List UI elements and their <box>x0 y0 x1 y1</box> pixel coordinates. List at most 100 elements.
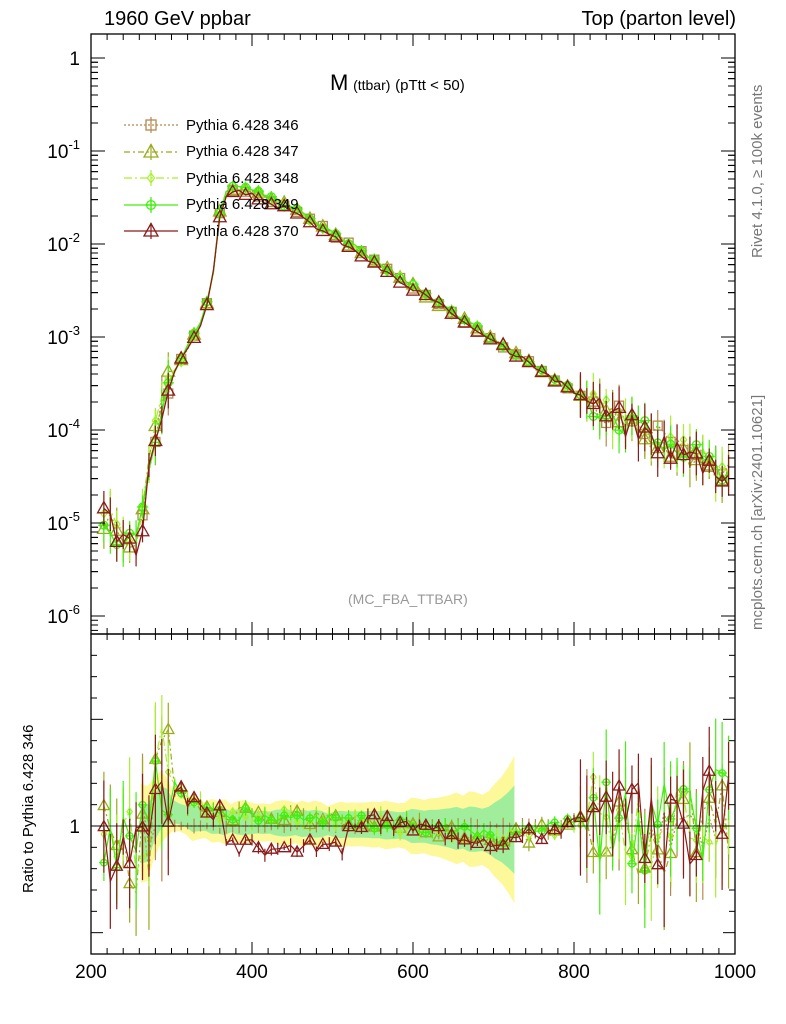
ratio-series-4-point <box>382 820 393 831</box>
ratio-series-3-point <box>332 820 340 830</box>
series-5-point <box>263 196 279 210</box>
series-5-point <box>341 238 357 253</box>
series-5-point <box>276 198 292 212</box>
series-5-point <box>379 263 395 277</box>
series-5-point <box>534 363 550 377</box>
x-tick-label: 1000 <box>714 962 756 983</box>
ratio-series-2-point <box>522 835 536 848</box>
ratio-series-4-point <box>627 858 637 869</box>
ratio-series-5-point <box>316 837 330 849</box>
series-5-point <box>328 228 344 242</box>
main-plot-series <box>96 180 730 567</box>
ratio-series-5-point <box>457 832 472 845</box>
legend-label: Pythia 6.428 349 <box>186 196 299 214</box>
series-5-point <box>418 286 434 301</box>
ratio-series-4-point <box>266 815 277 825</box>
ratio-series-4-point <box>356 810 367 821</box>
x-tick-label: 600 <box>397 962 429 983</box>
series-5-point <box>238 186 253 200</box>
ratio-series-5-point <box>354 820 369 833</box>
tick-exponent: -1 <box>68 137 80 152</box>
x-tick-label: 400 <box>236 962 268 983</box>
legend-label: Pythia 6.428 370 <box>186 222 299 240</box>
ratio-series-5-point <box>393 815 407 828</box>
ratio-series-4-point <box>717 768 727 778</box>
ratio-series-5-point <box>573 810 588 823</box>
header-right: Top (parton level) <box>581 8 736 30</box>
plot-title-main: M <box>330 70 349 95</box>
series-5-point <box>147 432 163 447</box>
series-3-point <box>421 290 430 302</box>
ratio-series-4-point <box>485 830 496 840</box>
ratio-series-2-point <box>586 845 601 858</box>
ratio-series-5-point <box>638 851 652 864</box>
ratio-series-5-point <box>277 840 291 853</box>
ratio-series-3-point <box>306 816 314 826</box>
series-5-point <box>624 407 640 421</box>
legend-swatch-marker <box>145 119 157 131</box>
legend-swatch-marker <box>146 172 156 185</box>
series-5-point <box>573 386 588 401</box>
ratio-series-5-point <box>200 805 214 818</box>
legend-swatch-marker <box>142 142 160 158</box>
ratio-series-5-point <box>238 832 253 845</box>
series-5-point <box>315 222 331 237</box>
ratio-series-5-point <box>329 834 343 847</box>
series-5-point <box>469 323 485 337</box>
tick-base: 10 <box>47 142 68 163</box>
tick-base: 10 <box>47 514 68 535</box>
ratio-series-3-point <box>448 834 456 844</box>
ratio-y-axis-label: Ratio to Pythia 6.428 346 <box>20 724 37 893</box>
ratio-series-5-point <box>367 807 382 820</box>
ratio-series-5-point <box>264 841 279 854</box>
ratio-series-2-point <box>161 722 175 735</box>
ratio-series-5-point <box>251 840 266 853</box>
tick-base: 10 <box>47 421 68 442</box>
ratio-series-5-point <box>225 832 240 845</box>
ratio-series-5-point <box>535 832 549 845</box>
ratio-series-5-point <box>174 779 188 792</box>
series-5-point <box>135 523 150 537</box>
ratio-series-5-point <box>148 782 163 795</box>
legend-label: Pythia 6.428 348 <box>186 169 299 187</box>
series-5-point <box>444 305 460 319</box>
legend: Pythia 6.428 346 Pythia 6.428 347 Pythia 6… <box>120 112 299 245</box>
ratio-series-5-point <box>689 848 704 861</box>
series-5-point <box>482 331 498 345</box>
ratio-series-5-point <box>560 815 575 828</box>
legend-item-2: Pythia 6.428 347 <box>120 139 299 166</box>
legend-label: Pythia 6.428 346 <box>186 116 299 134</box>
series-5-point <box>701 452 717 466</box>
ratio-series-5-point <box>651 857 665 870</box>
series-5-point <box>714 473 730 487</box>
main-y-tick-label: 10-5 <box>47 509 80 535</box>
series-5-point <box>251 191 266 205</box>
ratio-series-5-point <box>496 837 510 850</box>
series-5-point <box>96 500 112 514</box>
ratio-series-5-point <box>522 821 536 834</box>
legend-item-3: Pythia 6.428 348 <box>120 165 299 192</box>
legend-swatch-2 <box>124 142 178 160</box>
ratio-band-green <box>140 785 515 874</box>
ratio-series-5 <box>97 726 730 929</box>
ratio-series-4-point <box>330 812 341 823</box>
series-5-point <box>688 445 704 459</box>
legend-swatch-3 <box>124 170 178 187</box>
plot-title: M (ttbar) (pTtt < 50) <box>330 70 465 96</box>
series-5-point <box>457 314 472 328</box>
ratio-series-4-point <box>369 823 380 834</box>
ratio-series-5-point <box>110 858 124 871</box>
ratio-series-5-point <box>509 830 523 843</box>
ratio-series-4-point <box>305 813 315 823</box>
ratio-series-5-point <box>702 763 716 776</box>
series-3-point <box>177 357 186 368</box>
legend-swatch-marker <box>144 198 158 212</box>
series-4-point <box>497 340 509 353</box>
ratio-series-5-point <box>122 856 137 869</box>
series-5-point <box>366 254 382 268</box>
ratio-series-5-point <box>213 798 227 811</box>
series-4-point <box>136 501 149 513</box>
series-4-point <box>291 203 303 215</box>
ratio-y-tick-label: 1 <box>69 817 80 838</box>
legend-item-1: Pythia 6.428 346 <box>120 112 299 139</box>
